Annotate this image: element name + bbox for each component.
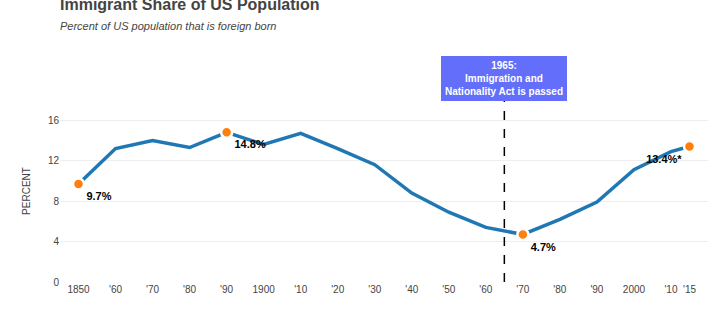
svg-text:'70: '70 — [146, 284, 159, 295]
svg-text:PERCENT: PERCENT — [21, 167, 32, 215]
svg-text:8: 8 — [53, 196, 59, 207]
svg-text:2000: 2000 — [623, 284, 646, 295]
svg-text:14.8%: 14.8% — [235, 138, 266, 150]
svg-text:'40: '40 — [405, 284, 418, 295]
svg-text:13.4%*: 13.4%* — [646, 153, 682, 165]
svg-text:'80: '80 — [183, 284, 196, 295]
svg-text:'60: '60 — [479, 284, 492, 295]
svg-text:'10: '10 — [664, 284, 677, 295]
svg-text:12: 12 — [48, 155, 60, 166]
svg-text:'20: '20 — [331, 284, 344, 295]
svg-text:'50: '50 — [442, 284, 455, 295]
svg-text:'10: '10 — [294, 284, 307, 295]
svg-text:1965:Immigration andNationalit: 1965:Immigration andNationality Act is p… — [445, 60, 563, 97]
svg-text:4: 4 — [53, 236, 59, 247]
svg-text:16: 16 — [48, 115, 60, 126]
svg-text:'70: '70 — [516, 284, 529, 295]
svg-text:4.7%: 4.7% — [531, 241, 556, 253]
svg-text:'90: '90 — [590, 284, 603, 295]
svg-text:1900: 1900 — [253, 284, 276, 295]
svg-text:'60: '60 — [109, 284, 122, 295]
svg-text:1850: 1850 — [67, 284, 90, 295]
svg-text:Immigrant Share of US Populati: Immigrant Share of US PopulationPercent … — [60, 0, 320, 32]
svg-text:9.7%: 9.7% — [86, 190, 111, 202]
svg-text:'90: '90 — [220, 284, 233, 295]
svg-text:'80: '80 — [553, 284, 566, 295]
svg-text:'30: '30 — [368, 284, 381, 295]
svg-text:0: 0 — [53, 277, 59, 288]
svg-text:'15: '15 — [683, 284, 696, 295]
